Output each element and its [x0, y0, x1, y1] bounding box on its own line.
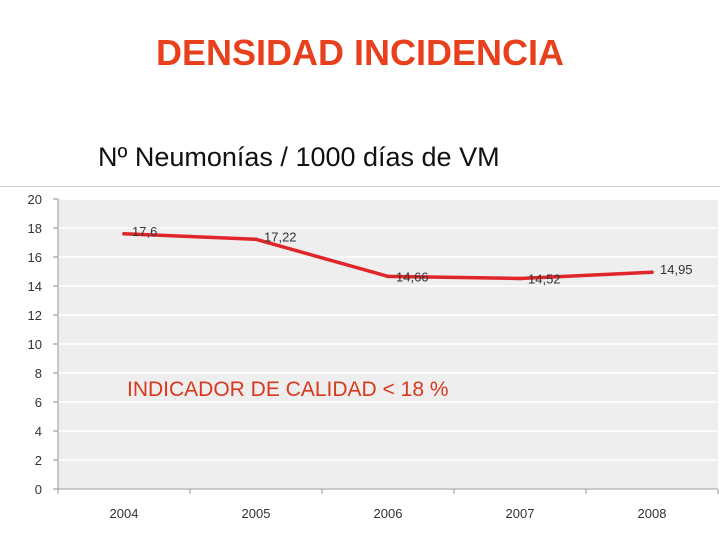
y-tick-label-6: 6 — [35, 395, 42, 410]
x-tick-label-2008: 2008 — [638, 506, 667, 521]
data-label-2007: 14,52 — [528, 271, 561, 286]
y-tick-label-4: 4 — [35, 424, 42, 439]
y-tick-label-14: 14 — [28, 279, 42, 294]
y-tick-label-2: 2 — [35, 453, 42, 468]
y-tick-label-16: 16 — [28, 250, 42, 265]
y-tick-label-10: 10 — [28, 337, 42, 352]
y-tick-label-0: 0 — [35, 482, 42, 497]
x-tick-label-2006: 2006 — [374, 506, 403, 521]
data-point-2007 — [518, 276, 522, 281]
data-point-2008 — [650, 270, 654, 275]
y-tick-label-12: 12 — [28, 308, 42, 323]
y-tick-label-8: 8 — [35, 366, 42, 381]
y-tick-label-18: 18 — [28, 221, 42, 236]
data-label-2008: 14,95 — [660, 262, 693, 277]
data-label-2005: 17,22 — [264, 229, 297, 244]
chart-subtitle: Nº Neumonías / 1000 días de VM — [98, 142, 500, 172]
data-point-2006 — [386, 274, 390, 279]
data-label-2006: 14,66 — [396, 269, 429, 284]
slide-title: DENSIDAD INCIDENCIA — [155, 32, 565, 73]
data-label-2004: 17,6 — [132, 224, 157, 239]
x-tick-label-2007: 2007 — [506, 506, 535, 521]
x-tick-label-2004: 2004 — [110, 506, 139, 521]
quality-indicator-note: INDICADOR DE CALIDAD < 18 % — [127, 378, 449, 401]
y-tick-label-20: 20 — [28, 192, 42, 207]
data-point-2004 — [122, 232, 126, 236]
x-tick-label-2005: 2005 — [242, 506, 271, 521]
data-point-2005 — [254, 237, 258, 242]
